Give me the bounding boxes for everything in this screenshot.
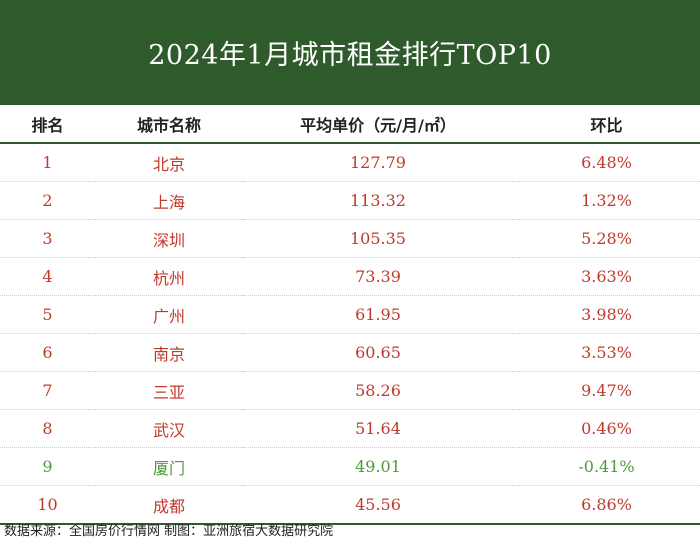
table-row: 6 南京 60.65 3.53% xyxy=(0,333,700,372)
page-title: 2024年1月城市租金排行TOP10 xyxy=(148,40,552,71)
rank-cell: 6 xyxy=(0,333,95,372)
change-cell: 1.32% xyxy=(513,181,700,220)
city-cell: 三亚 xyxy=(95,371,243,410)
price-cell: 61.95 xyxy=(243,295,513,334)
city-cell: 厦门 xyxy=(95,447,243,486)
rank-cell: 5 xyxy=(0,295,95,334)
price-cell: 45.56 xyxy=(243,485,513,525)
city-cell: 杭州 xyxy=(95,257,243,296)
price-cell: 105.35 xyxy=(243,219,513,258)
change-cell: 0.46% xyxy=(513,409,700,448)
change-cell: 5.28% xyxy=(513,219,700,258)
price-cell: 60.65 xyxy=(243,333,513,372)
rank-cell: 7 xyxy=(0,371,95,410)
header-price: 平均单价（元/月/㎡） xyxy=(243,105,513,144)
header-city: 城市名称 xyxy=(95,105,243,144)
rank-cell: 4 xyxy=(0,257,95,296)
price-cell: 73.39 xyxy=(243,257,513,296)
rank-cell: 3 xyxy=(0,219,95,258)
table-row: 5 广州 61.95 3.98% xyxy=(0,295,700,334)
price-cell: 58.26 xyxy=(243,371,513,410)
table-row: 2 上海 113.32 1.32% xyxy=(0,181,700,220)
table-row: 4 杭州 73.39 3.63% xyxy=(0,257,700,296)
change-cell: 3.53% xyxy=(513,333,700,372)
source-note: 数据来源：全国房价行情网 制图：亚洲旅宿大数据研究院 xyxy=(4,524,334,539)
rank-cell: 1 xyxy=(0,143,95,182)
city-cell: 成都 xyxy=(95,485,243,525)
change-cell: 6.86% xyxy=(513,485,700,525)
price-cell: 51.64 xyxy=(243,409,513,448)
table-row: 1 北京 127.79 6.48% xyxy=(0,143,700,182)
table-row: 10 成都 45.56 6.86% xyxy=(0,485,700,525)
title-banner: 2024年1月城市租金排行TOP10 xyxy=(0,0,700,105)
table-body: 1 北京 127.79 6.48% 2 上海 113.32 1.32% 3 深圳 105.35 5.2… xyxy=(0,143,700,525)
header-rank: 排名 xyxy=(0,105,95,144)
table-row: 9 厦门 49.01 -0.41% xyxy=(0,447,700,486)
change-cell: 3.63% xyxy=(513,257,700,296)
price-cell: 127.79 xyxy=(243,143,513,182)
rank-cell: 2 xyxy=(0,181,95,220)
change-cell: 3.98% xyxy=(513,295,700,334)
city-cell: 上海 xyxy=(95,181,243,220)
price-cell: 113.32 xyxy=(243,181,513,220)
city-cell: 深圳 xyxy=(95,219,243,258)
city-cell: 北京 xyxy=(95,143,243,182)
rank-cell: 10 xyxy=(0,485,95,525)
rank-cell: 9 xyxy=(0,447,95,486)
change-cell: -0.41% xyxy=(513,447,700,486)
change-cell: 6.48% xyxy=(513,143,700,182)
table-row: 8 武汉 51.64 0.46% xyxy=(0,409,700,448)
rank-cell: 8 xyxy=(0,409,95,448)
table-header-row: 排名 城市名称 平均单价（元/月/㎡） 环比 xyxy=(0,105,700,144)
price-cell: 49.01 xyxy=(243,447,513,486)
change-cell: 9.47% xyxy=(513,371,700,410)
table-row: 3 深圳 105.35 5.28% xyxy=(0,219,700,258)
header-change: 环比 xyxy=(513,105,700,144)
table-row: 7 三亚 58.26 9.47% xyxy=(0,371,700,410)
rent-ranking-table: 排名 城市名称 平均单价（元/月/㎡） 环比 1 北京 127.79 6.48% 2 上海… xyxy=(0,105,700,525)
city-cell: 武汉 xyxy=(95,409,243,448)
city-cell: 南京 xyxy=(95,333,243,372)
city-cell: 广州 xyxy=(95,295,243,334)
